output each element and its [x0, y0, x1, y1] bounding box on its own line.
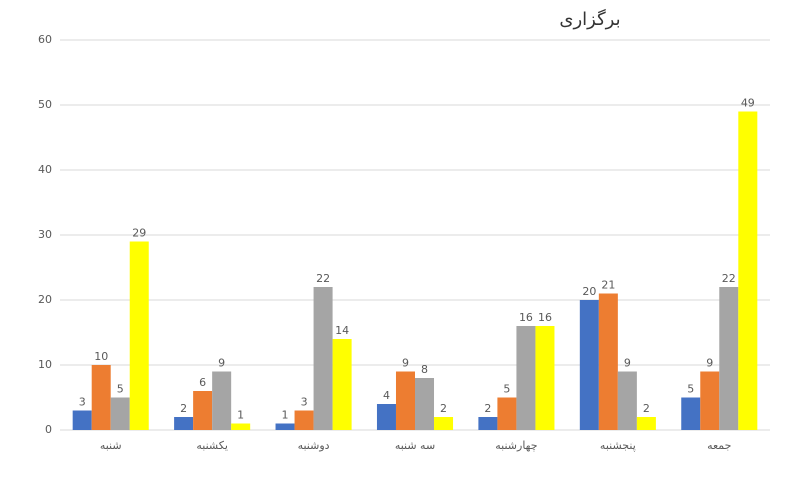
bar — [91, 365, 111, 430]
data-label: 21 — [601, 279, 615, 292]
data-label: 5 — [503, 383, 510, 396]
data-label: 29 — [132, 227, 146, 240]
bar — [535, 326, 555, 430]
bar — [415, 378, 435, 430]
bar — [434, 417, 454, 430]
data-label: 4 — [383, 389, 390, 402]
bar — [212, 371, 232, 430]
data-label: 20 — [582, 285, 596, 298]
bar — [478, 417, 498, 430]
data-label: 1 — [237, 409, 244, 422]
data-label: 10 — [94, 350, 108, 363]
bar — [579, 300, 599, 430]
bar — [617, 371, 637, 430]
data-label: 5 — [117, 383, 124, 396]
x-tick-label: پنجشنبه — [600, 439, 636, 452]
y-tick-label: 0 — [45, 423, 52, 436]
x-tick-label: جمعه — [707, 439, 731, 452]
data-label: 16 — [519, 311, 533, 324]
x-tick-label: دوشنبه — [298, 439, 330, 452]
bar — [174, 417, 194, 430]
bar — [231, 423, 251, 430]
bar — [110, 397, 130, 430]
y-tick-label: 20 — [38, 293, 52, 306]
bar — [497, 397, 517, 430]
bar — [129, 241, 149, 430]
bar — [719, 287, 739, 430]
data-label: 3 — [79, 396, 86, 409]
y-tick-label: 60 — [38, 33, 52, 46]
data-label: 9 — [706, 357, 713, 370]
y-tick-label: 10 — [38, 358, 52, 371]
bar — [681, 397, 701, 430]
chart-title: برگزاری — [559, 8, 620, 30]
data-label: 2 — [643, 402, 650, 415]
data-label: 49 — [741, 97, 755, 110]
x-tick-label: شنبه — [100, 439, 122, 452]
data-label: 2 — [440, 402, 447, 415]
bar — [193, 391, 213, 430]
bar — [72, 410, 92, 430]
bar — [738, 111, 758, 430]
data-label: 5 — [687, 383, 694, 396]
bar — [294, 410, 314, 430]
data-label: 2 — [484, 402, 491, 415]
data-label: 2 — [180, 402, 187, 415]
x-tick-label: چهارشنبه — [495, 439, 537, 452]
bar — [275, 423, 295, 430]
data-label: 8 — [421, 363, 428, 376]
bar — [636, 417, 656, 430]
x-tick-label: یکشنبه — [196, 439, 228, 452]
bar — [598, 293, 618, 430]
data-label: 16 — [538, 311, 552, 324]
bar — [700, 371, 720, 430]
data-label: 14 — [335, 324, 349, 337]
x-tick-label: سه شنبه — [395, 439, 435, 452]
bar — [395, 371, 415, 430]
bar — [376, 404, 396, 430]
data-label: 3 — [301, 396, 308, 409]
bar — [516, 326, 536, 430]
data-label: 22 — [722, 272, 736, 285]
data-label: 9 — [402, 357, 409, 370]
data-label: 9 — [218, 357, 225, 370]
y-tick-label: 30 — [38, 228, 52, 241]
y-tick-label: 50 — [38, 98, 52, 111]
bar — [313, 287, 333, 430]
y-tick-label: 40 — [38, 163, 52, 176]
data-label: 9 — [624, 357, 631, 370]
data-label: 22 — [316, 272, 330, 285]
bar — [332, 339, 352, 430]
data-label: 6 — [199, 376, 206, 389]
data-label: 1 — [282, 409, 289, 422]
